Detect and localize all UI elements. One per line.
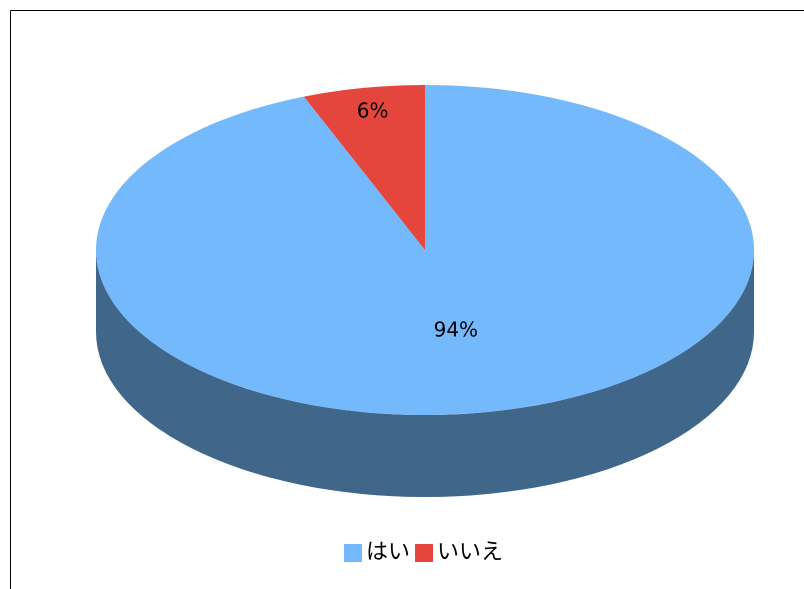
- pie-slice: [95, 85, 755, 416]
- pie-slice: [303, 85, 425, 250]
- legend-label: はい: [366, 540, 410, 565]
- legend-swatch: [415, 544, 434, 562]
- data-label: 6%: [357, 99, 389, 123]
- legend-swatch: [344, 544, 362, 562]
- legend-label: いいえ: [437, 540, 503, 565]
- pie-side: [96, 250, 754, 497]
- data-label: 94%: [434, 318, 478, 342]
